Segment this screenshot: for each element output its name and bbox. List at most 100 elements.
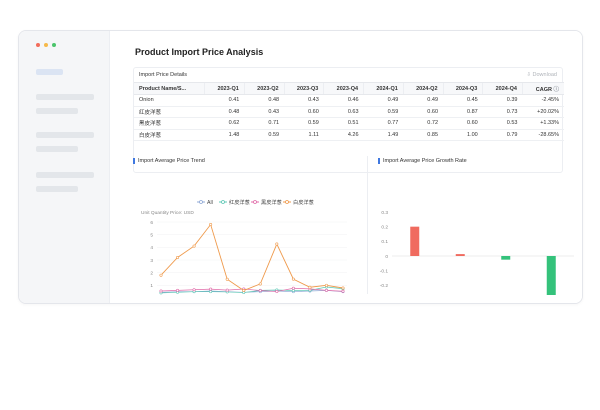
price-cell: 0.63 xyxy=(323,106,364,118)
price-cell: 0.60 xyxy=(284,106,324,118)
data-point xyxy=(209,223,213,227)
y-axis-label: Unit Quantity Price: USD xyxy=(141,210,194,216)
column-header-cagr[interactable]: CAGR ⓘ xyxy=(521,82,564,95)
price-cell: 0.62 xyxy=(204,117,245,130)
cagr-cell: -28.65% xyxy=(522,129,564,141)
data-point xyxy=(176,288,180,292)
sidebar-item-1[interactable] xyxy=(36,94,94,100)
column-header[interactable]: 2024-Q3 xyxy=(442,82,483,95)
legend-marker xyxy=(253,200,257,204)
price-cell: 4.26 xyxy=(323,129,364,141)
product-name-cell: 黑皮洋葱 xyxy=(134,117,205,130)
download-icon: ⇩ xyxy=(526,72,531,78)
price-cell: 0.73 xyxy=(482,106,523,118)
sidebar xyxy=(19,31,110,303)
table-row[interactable]: Onion 0.41 0.48 0.43 0.46 0.49 0.49 0.45 0.39 -2.… xyxy=(134,94,564,107)
close-dot-icon[interactable] xyxy=(36,43,40,47)
price-cell: 0.53 xyxy=(482,117,523,130)
price-cell: 0.43 xyxy=(284,94,324,107)
series-line xyxy=(160,223,344,292)
price-cell: 0.39 xyxy=(482,94,523,107)
column-header[interactable]: 2024-Q2 xyxy=(402,82,444,95)
data-point xyxy=(225,288,229,292)
y-tick-label: 0.3 xyxy=(381,210,388,216)
info-icon[interactable]: ⓘ xyxy=(553,86,559,93)
product-name-cell: 白皮洋葱 xyxy=(134,129,205,141)
sidebar-item-4[interactable] xyxy=(36,146,78,152)
y-tick-label: 2 xyxy=(150,270,153,276)
legend-marker xyxy=(221,200,225,204)
trend-chart-title: Import Average Price Trend xyxy=(133,158,205,164)
growth-chart: 0.30.20.10-0.1-0.2-0.3红皮洋葱黑皮洋葱All白皮洋葱 xyxy=(380,210,574,295)
data-point xyxy=(324,283,328,287)
price-cell: 0.43 xyxy=(244,106,285,118)
y-tick-label: 3 xyxy=(150,258,153,264)
data-point xyxy=(275,242,279,246)
product-name-cell: Onion xyxy=(134,94,205,107)
card-title: Import Price Details xyxy=(139,72,187,78)
data-point xyxy=(176,255,180,259)
page-title: Product Import Price Analysis xyxy=(135,47,264,57)
cagr-cell: +1.33% xyxy=(522,117,564,130)
sidebar-item-6[interactable] xyxy=(36,186,78,192)
minimize-dot-icon[interactable] xyxy=(44,43,48,47)
maximize-dot-icon[interactable] xyxy=(52,43,56,47)
cagr-cell: -2.45% xyxy=(522,94,564,107)
data-point xyxy=(209,290,213,294)
price-cell: 0.49 xyxy=(363,94,404,107)
window-controls xyxy=(36,43,56,47)
data-point xyxy=(242,289,246,293)
product-name-cell: 红皮洋葱 xyxy=(134,106,205,118)
legend-label: 白皮洋葱 xyxy=(293,198,314,206)
price-cell: 0.71 xyxy=(244,117,285,130)
column-header[interactable]: 2024-Q4 xyxy=(482,82,523,95)
growth-bar xyxy=(546,256,556,295)
sidebar-item-active[interactable] xyxy=(36,69,63,75)
panel-divider xyxy=(367,156,368,294)
y-tick-label: 0 xyxy=(385,254,388,260)
data-point xyxy=(341,289,345,293)
y-tick-label: 0.2 xyxy=(381,224,388,230)
y-tick-label: -0.2 xyxy=(380,283,389,289)
data-point xyxy=(258,289,262,293)
series-line xyxy=(160,286,344,294)
y-tick-label: 4 xyxy=(150,245,153,251)
price-cell: 0.59 xyxy=(284,117,324,130)
data-point xyxy=(341,286,345,290)
price-cell: 0.51 xyxy=(323,117,364,130)
legend-marker xyxy=(285,200,289,204)
sidebar-item-3[interactable] xyxy=(36,132,94,138)
y-tick-label: 6 xyxy=(150,220,153,226)
column-header[interactable]: 2023-Q4 xyxy=(323,82,364,95)
price-cell: 0.59 xyxy=(363,106,404,118)
price-cell: 1.11 xyxy=(284,129,324,141)
column-header[interactable]: 2023-Q2 xyxy=(243,82,285,95)
data-point xyxy=(258,282,262,286)
data-point xyxy=(308,285,312,289)
sidebar-item-5[interactable] xyxy=(36,172,94,178)
price-cell: 0.59 xyxy=(244,129,285,141)
data-point xyxy=(192,288,196,292)
price-cell: 1.49 xyxy=(363,129,404,141)
download-button[interactable]: ⇩ Download xyxy=(526,72,557,78)
price-table: Product Name/S... 2023-Q1 2023-Q2 2023-Q… xyxy=(134,82,564,141)
growth-chart-title: Import Average Price Growth Rate xyxy=(378,158,467,164)
price-cell: 0.72 xyxy=(403,117,444,130)
table-row[interactable]: 黑皮洋葱 0.62 0.71 0.59 0.51 0.77 0.72 0.60 0.53 +1.3… xyxy=(134,117,564,130)
sidebar-item-2[interactable] xyxy=(36,108,78,114)
y-tick-label: 5 xyxy=(150,232,153,238)
series-line xyxy=(160,287,344,292)
column-header[interactable]: 2023-Q3 xyxy=(283,82,324,95)
data-point xyxy=(291,277,295,281)
price-cell: 0.77 xyxy=(363,117,404,130)
legend-marker xyxy=(199,200,203,204)
y-tick-label: 0.1 xyxy=(381,239,388,245)
growth-bar xyxy=(501,256,511,260)
app-window: Product Import Price Analysis Import Pri… xyxy=(18,30,583,304)
table-row[interactable]: 红皮洋葱 0.48 0.43 0.60 0.63 0.59 0.60 0.87 0.73 +20.… xyxy=(134,106,564,118)
column-header[interactable]: Product Name/S... xyxy=(134,82,205,95)
column-header[interactable]: 2023-Q1 xyxy=(204,82,245,95)
table-row[interactable]: 白皮洋葱 1.48 0.59 1.11 4.26 1.49 0.85 1.00 0.79 -28.… xyxy=(134,129,564,141)
column-header[interactable]: 2024-Q1 xyxy=(363,82,404,95)
price-cell: 0.79 xyxy=(482,129,523,141)
